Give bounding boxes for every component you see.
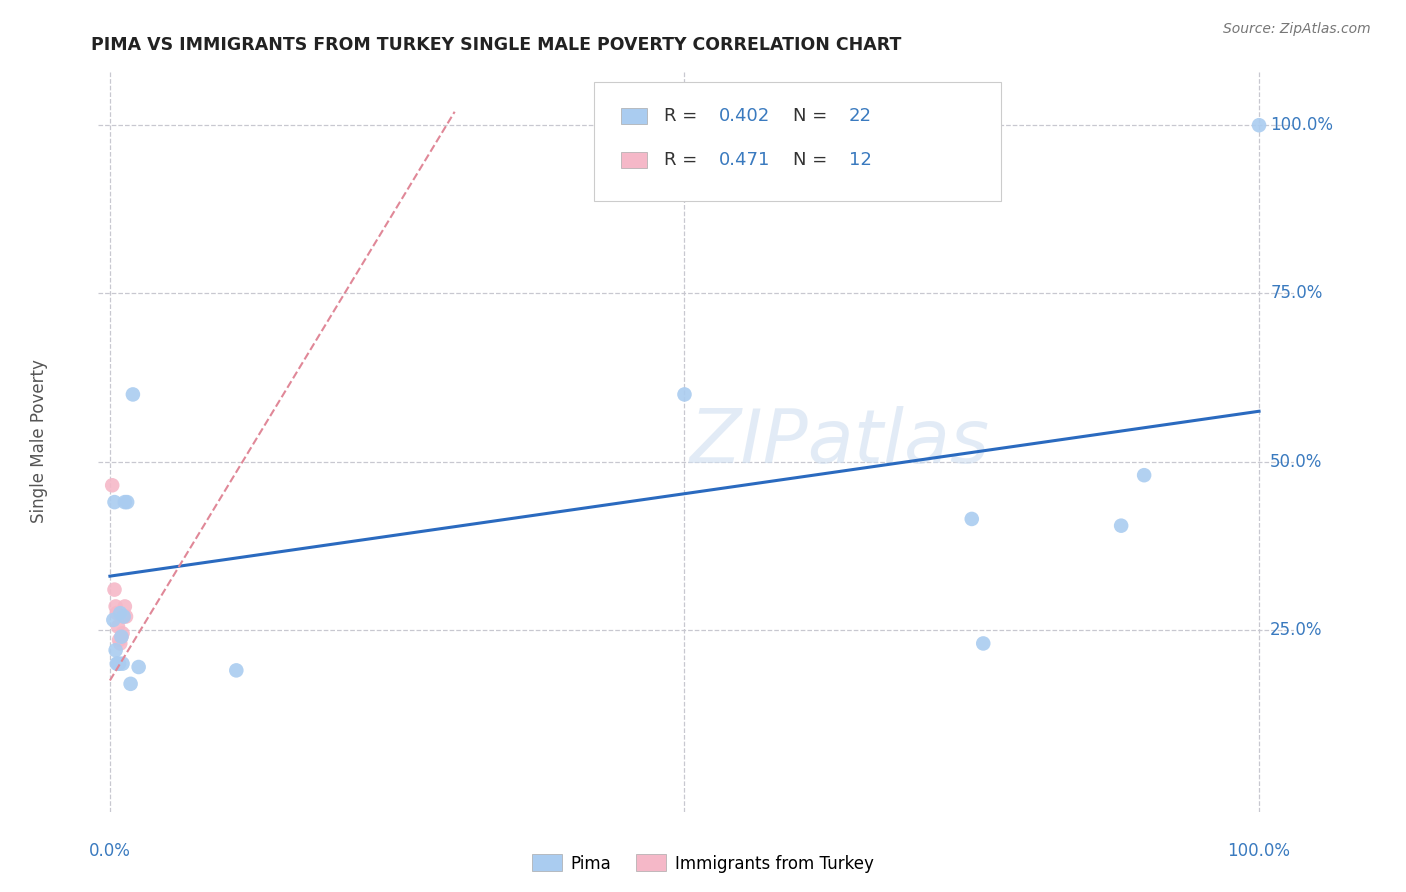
Text: 0.402: 0.402: [718, 107, 770, 125]
Text: Single Male Poverty: Single Male Poverty: [30, 359, 48, 524]
Point: [107, 657, 129, 671]
Point: [103, 613, 125, 627]
Point: [115, 609, 138, 624]
Point: [112, 609, 135, 624]
Text: R =: R =: [664, 152, 703, 169]
Text: N =: N =: [793, 152, 832, 169]
Point: [128, 660, 150, 674]
FancyBboxPatch shape: [620, 108, 647, 124]
Point: [673, 387, 696, 401]
Point: [107, 620, 129, 634]
Text: N =: N =: [793, 107, 832, 125]
Point: [114, 495, 136, 509]
FancyBboxPatch shape: [595, 82, 1001, 201]
Text: 50.0%: 50.0%: [1270, 453, 1323, 471]
Point: [1133, 468, 1156, 483]
Point: [114, 599, 136, 614]
Point: [972, 636, 994, 650]
Text: 100.0%: 100.0%: [1227, 842, 1291, 860]
Point: [101, 478, 124, 492]
Text: 12: 12: [849, 152, 872, 169]
Text: 0.0%: 0.0%: [89, 842, 131, 860]
Point: [110, 630, 132, 644]
Text: R =: R =: [664, 107, 703, 125]
Text: 75.0%: 75.0%: [1270, 285, 1323, 302]
Point: [103, 495, 125, 509]
Point: [115, 495, 138, 509]
Point: [104, 643, 127, 657]
Point: [122, 387, 145, 401]
Point: [110, 606, 132, 620]
Text: 0.471: 0.471: [718, 152, 770, 169]
Point: [1109, 518, 1132, 533]
Point: [105, 657, 128, 671]
Point: [108, 633, 131, 648]
Point: [1247, 118, 1270, 132]
Legend: Pima, Immigrants from Turkey: Pima, Immigrants from Turkey: [526, 847, 880, 880]
Point: [108, 657, 131, 671]
Point: [105, 606, 128, 620]
FancyBboxPatch shape: [620, 152, 647, 169]
Text: PIMA VS IMMIGRANTS FROM TURKEY SINGLE MALE POVERTY CORRELATION CHART: PIMA VS IMMIGRANTS FROM TURKEY SINGLE MA…: [91, 36, 901, 54]
Point: [111, 657, 134, 671]
Point: [104, 599, 127, 614]
Text: Source: ZipAtlas.com: Source: ZipAtlas.com: [1223, 22, 1371, 37]
Text: 25.0%: 25.0%: [1270, 621, 1323, 639]
Point: [110, 630, 132, 644]
Point: [112, 609, 135, 624]
Text: 22: 22: [849, 107, 872, 125]
Point: [225, 664, 247, 678]
Text: 100.0%: 100.0%: [1270, 116, 1333, 134]
Point: [111, 626, 134, 640]
Point: [110, 636, 132, 650]
Point: [120, 677, 142, 691]
Point: [103, 582, 125, 597]
Point: [960, 512, 983, 526]
Text: ZIPatlas: ZIPatlas: [689, 406, 990, 477]
